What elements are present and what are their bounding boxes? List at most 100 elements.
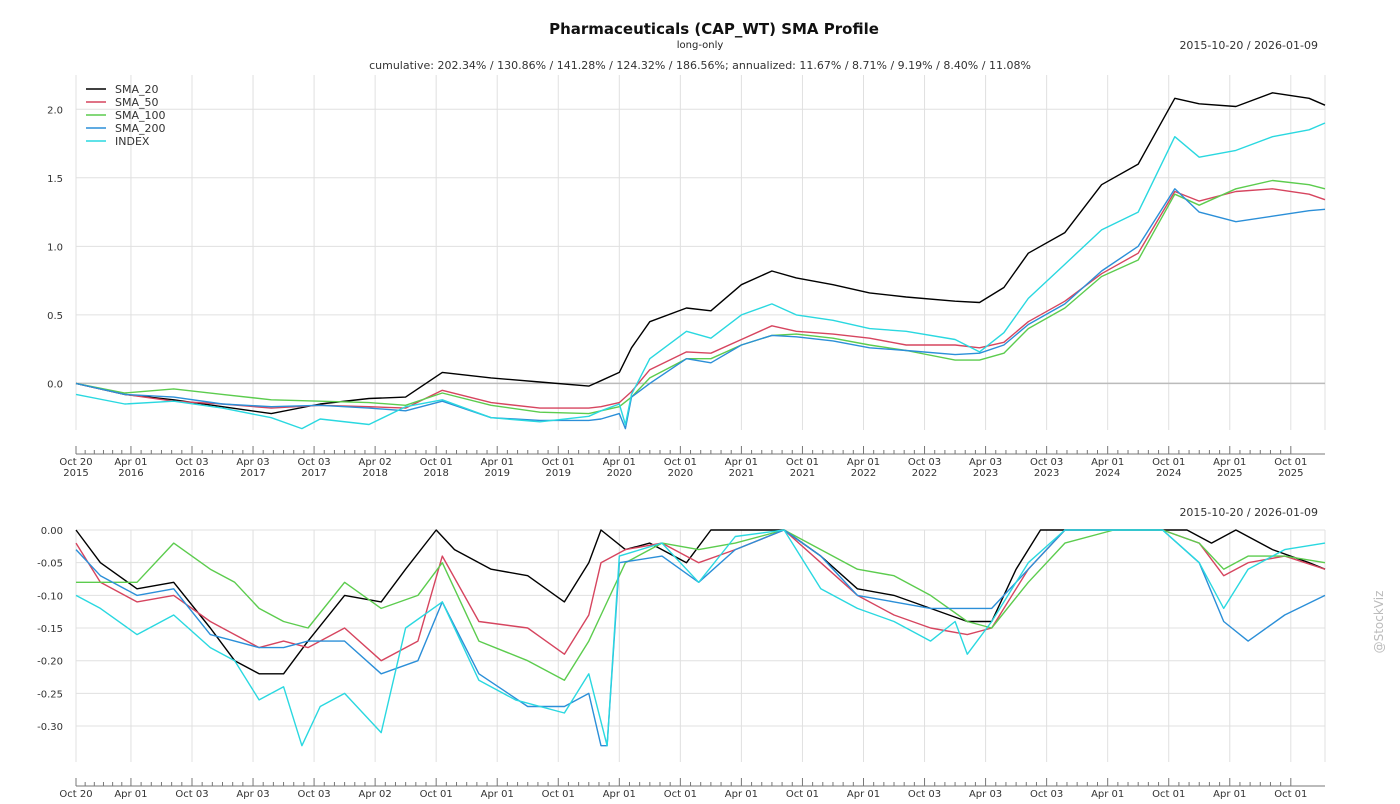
top-xtick-label: Apr 03: [236, 457, 269, 468]
bottom-xtick-label: Oct 01: [420, 789, 453, 800]
top-xtick-year: 2015: [63, 468, 88, 479]
top-xtick-label: Oct 03: [908, 457, 941, 468]
top-xtick-year: 2017: [240, 468, 265, 479]
top-date-range: 2015-10-20 / 2026-01-09: [1179, 39, 1318, 52]
top-ytick-label: 0.0: [47, 379, 63, 390]
top-line-index: [75, 122, 1326, 430]
top-xtick-label: Oct 03: [175, 457, 208, 468]
bottom-xtick-label: Oct 01: [664, 789, 697, 800]
top-xtick-year: 2019: [546, 468, 571, 479]
top-ytick-label: 1.0: [47, 242, 63, 253]
bottom-ytick-label: 0.00: [41, 526, 63, 537]
bottom-xtick-label: Apr 01: [847, 789, 880, 800]
bottom-xtick-label: Oct 01: [542, 789, 575, 800]
top-xtick-year: 2024: [1095, 468, 1120, 479]
top-xtick-label: Apr 02: [359, 457, 392, 468]
bottom-line-sma-20: [75, 529, 1326, 675]
legend-label-sma-50: SMA_50: [115, 96, 159, 109]
top-xtick-year: 2020: [607, 468, 632, 479]
bottom-xtick-label: Oct 01: [1274, 789, 1307, 800]
legend-label-sma-200: SMA_200: [115, 122, 166, 135]
bottom-xtick-label: Apr 03: [236, 789, 269, 800]
top-xtick-year: 2017: [301, 468, 326, 479]
bottom-xtick-label: Apr 01: [725, 789, 758, 800]
bottom-xtick-label: Apr 01: [1091, 789, 1124, 800]
top-xtick-label: Oct 03: [297, 457, 330, 468]
top-xtick-label: Apr 01: [481, 457, 514, 468]
bottom-line-index: [75, 529, 1326, 747]
bottom-xtick-label: Oct 03: [908, 789, 941, 800]
bottom-ytick-label: -0.05: [37, 559, 63, 570]
top-xtick-label: Apr 01: [847, 457, 880, 468]
top-line-sma-50: [75, 188, 1326, 409]
legend-label-sma-20: SMA_20: [115, 83, 159, 96]
top-xtick-label: Oct 01: [1152, 457, 1185, 468]
top-xtick-label: Oct 01: [786, 457, 819, 468]
bottom-xtick-label: Apr 01: [1213, 789, 1246, 800]
bottom-xtick-label: Oct 01: [786, 789, 819, 800]
bottom-xtick-label: Oct 03: [175, 789, 208, 800]
bottom-ytick-label: -0.10: [37, 591, 63, 602]
top-xtick-label: Oct 03: [1030, 457, 1063, 468]
legend-label-index: INDEX: [115, 135, 150, 148]
top-xtick-label: Oct 01: [664, 457, 697, 468]
top-xtick-year: 2019: [484, 468, 509, 479]
top-xtick-label: Apr 01: [603, 457, 636, 468]
top-xtick-year: 2018: [423, 468, 448, 479]
top-ytick-label: 2.0: [47, 105, 63, 116]
bottom-date-range: 2015-10-20 / 2026-01-09: [1179, 506, 1318, 519]
top-line-sma-20: [75, 92, 1326, 415]
bottom-xtick-label: Oct 03: [297, 789, 330, 800]
bottom-ytick-label: -0.20: [37, 657, 63, 668]
top-xtick-label: Apr 03: [969, 457, 1002, 468]
top-ytick-label: 0.5: [47, 311, 63, 322]
bottom-plot-series: [75, 529, 1326, 747]
top-xtick-label: Apr 01: [1213, 457, 1246, 468]
bottom-xtick-label: Apr 01: [114, 789, 147, 800]
top-xtick-year: 2022: [851, 468, 876, 479]
bottom-xtick-label: Apr 03: [969, 789, 1002, 800]
bottom-ytick-label: -0.30: [37, 722, 63, 733]
top-xtick-year: 2024: [1156, 468, 1181, 479]
bottom-xtick-label: Oct 01: [1152, 789, 1185, 800]
top-xtick-label: Apr 01: [114, 457, 147, 468]
top-xtick-year: 2021: [790, 468, 815, 479]
top-xtick-year: 2025: [1278, 468, 1303, 479]
top-xtick-year: 2016: [118, 468, 143, 479]
bottom-xtick-label: Apr 02: [359, 789, 392, 800]
top-xtick-label: Apr 01: [725, 457, 758, 468]
top-xtick-year: 2023: [1034, 468, 1059, 479]
top-plot-series: [75, 92, 1326, 430]
top-xtick-label: Oct 01: [1274, 457, 1307, 468]
chart-title: Pharmaceuticals (CAP_WT) SMA Profile: [549, 20, 879, 38]
top-xtick-label: Oct 20: [59, 457, 92, 468]
top-line-sma-100: [75, 179, 1326, 415]
top-xtick-year: 2018: [362, 468, 387, 479]
top-xtick-label: Oct 01: [542, 457, 575, 468]
bottom-xtick-label: Oct 20: [59, 789, 92, 800]
top-xtick-label: Apr 01: [1091, 457, 1124, 468]
bottom-xtick-label: Apr 01: [481, 789, 514, 800]
bottom-ytick-label: -0.25: [37, 689, 63, 700]
chart-subtitle: long-only: [677, 40, 724, 51]
bottom-xtick-label: Apr 01: [603, 789, 636, 800]
top-line-sma-200: [75, 188, 1326, 430]
legend-label-sma-100: SMA_100: [115, 109, 166, 122]
watermark: @StockViz: [1372, 591, 1386, 654]
top-xtick-year: 2020: [668, 468, 693, 479]
bottom-xtick-label: Oct 03: [1030, 789, 1063, 800]
top-xtick-year: 2023: [973, 468, 998, 479]
top-xtick-year: 2021: [729, 468, 754, 479]
top-xtick-year: 2016: [179, 468, 204, 479]
stats-line: cumulative: 202.34% / 130.86% / 141.28% …: [369, 59, 1031, 72]
top-ytick-label: 1.5: [47, 174, 63, 185]
bottom-line-sma-100: [76, 529, 1326, 681]
top-xtick-label: Oct 01: [420, 457, 453, 468]
bottom-ytick-label: -0.15: [37, 624, 63, 635]
top-xtick-year: 2022: [912, 468, 937, 479]
top-xtick-year: 2025: [1217, 468, 1242, 479]
